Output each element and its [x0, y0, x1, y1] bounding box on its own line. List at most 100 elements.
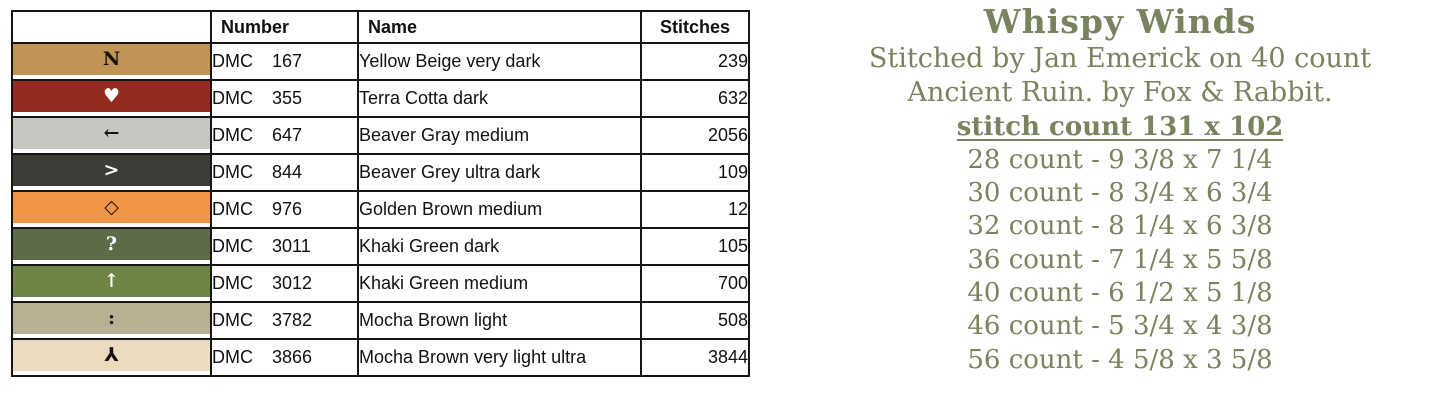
stitch-symbol: > — [103, 159, 120, 181]
header-number: Number — [210, 10, 359, 44]
symbol-cell: > — [11, 153, 212, 192]
symbol-cell: ⅄ — [11, 338, 212, 377]
color-swatch: ♥ — [14, 82, 209, 112]
size-line: 28 count - 9 3/8 x 7 1/4 — [967, 144, 1273, 175]
size-line: 40 count - 6 1/2 x 5 1/8 — [967, 278, 1273, 309]
number-cell: DMC 647 — [210, 116, 359, 155]
color-swatch: ⅄ — [14, 341, 209, 371]
color-swatch: : — [14, 304, 209, 334]
stitches-cell: 700 — [640, 264, 750, 303]
table-row: ← DMC 647 Beaver Gray medium 2056 — [11, 116, 750, 155]
legend-header-row: Number Name Stitches — [11, 10, 750, 44]
color-swatch: N — [14, 45, 209, 75]
name-cell: Beaver Grey ultra dark — [357, 153, 642, 192]
table-row: ⅄ DMC 3866 Mocha Brown very light ultra 3… — [11, 338, 750, 377]
number-cell: DMC 3011 — [210, 227, 359, 266]
size-line: 30 count - 8 3/4 x 6 3/4 — [967, 178, 1273, 209]
name-cell: Yellow Beige very dark — [357, 42, 642, 81]
stitches-cell: 2056 — [640, 116, 750, 155]
thread-number: 976 — [272, 199, 303, 219]
thread-number: 647 — [272, 125, 303, 145]
color-swatch: ◇ — [14, 193, 209, 223]
stitches-cell: 3844 — [640, 338, 750, 377]
brand-label: DMC — [212, 310, 253, 330]
stitch-symbol: : — [107, 307, 115, 329]
stitch-symbol: N — [102, 48, 121, 70]
table-row: ↑ DMC 3012 Khaki Green medium 700 — [11, 264, 750, 303]
brand-label: DMC — [212, 125, 253, 145]
stitches-cell: 12 — [640, 190, 750, 229]
symbol-cell: ◇ — [11, 190, 212, 229]
table-row: : DMC 3782 Mocha Brown light 508 — [11, 301, 750, 340]
name-cell: Terra Cotta dark — [357, 79, 642, 118]
table-row: > DMC 844 Beaver Grey ultra dark 109 — [11, 153, 750, 192]
thread-number: 3782 — [272, 310, 313, 330]
brand-label: DMC — [212, 273, 253, 293]
symbol-cell: ← — [11, 116, 212, 155]
fabric-line: Ancient Ruin. by Fox & Rabbit. — [907, 77, 1333, 109]
header-name: Name — [357, 10, 642, 44]
color-swatch: ↑ — [14, 267, 209, 297]
color-swatch: ? — [14, 230, 209, 260]
thread-number: 3866 — [272, 347, 313, 367]
color-swatch: ← — [14, 119, 209, 149]
thread-legend-table: Number Name Stitches N DMC 167 Yellow Bei… — [11, 10, 750, 377]
thread-legend: Number Name Stitches N DMC 167 Yellow Bei… — [11, 10, 750, 377]
name-cell: Khaki Green medium — [357, 264, 642, 303]
size-line: 46 count - 5 3/4 x 4 3/8 — [967, 311, 1273, 342]
symbol-cell: ♥ — [11, 79, 212, 118]
name-cell: Khaki Green dark — [357, 227, 642, 266]
brand-label: DMC — [212, 199, 253, 219]
name-cell: Mocha Brown light — [357, 301, 642, 340]
name-cell: Mocha Brown very light ultra — [357, 338, 642, 377]
stitches-cell: 239 — [640, 42, 750, 81]
pattern-info-panel: Whispy Winds Stitched by Jan Emerick on … — [795, 2, 1445, 377]
number-cell: DMC 3866 — [210, 338, 359, 377]
brand-label: DMC — [212, 236, 253, 256]
stitch-count-line: stitch count 131 x 102 — [956, 111, 1284, 142]
size-line: 56 count - 4 5/8 x 3 5/8 — [967, 344, 1273, 375]
number-cell: DMC 355 — [210, 79, 359, 118]
thread-number: 844 — [272, 162, 303, 182]
stitch-symbol: ◇ — [104, 196, 119, 218]
stitches-cell: 109 — [640, 153, 750, 192]
table-row: ♥ DMC 355 Terra Cotta dark 632 — [11, 79, 750, 118]
stitch-symbol: ? — [105, 233, 118, 255]
thread-number: 3011 — [272, 236, 311, 256]
stitch-symbol: ⅄ — [104, 344, 119, 366]
number-cell: DMC 3782 — [210, 301, 359, 340]
table-row: N DMC 167 Yellow Beige very dark 239 — [11, 42, 750, 81]
stitches-cell: 105 — [640, 227, 750, 266]
thread-number: 355 — [272, 88, 303, 108]
number-cell: DMC 167 — [210, 42, 359, 81]
table-row: ◇ DMC 976 Golden Brown medium 12 — [11, 190, 750, 229]
symbol-cell: N — [11, 42, 212, 81]
symbol-cell: : — [11, 301, 212, 340]
size-line: 32 count - 8 1/4 x 6 3/8 — [967, 211, 1273, 242]
number-cell: DMC 976 — [210, 190, 359, 229]
stitched-by-line: Stitched by Jan Emerick on 40 count — [868, 42, 1372, 74]
color-swatch: > — [14, 156, 209, 186]
pattern-title: Whispy Winds — [983, 2, 1257, 41]
brand-label: DMC — [212, 162, 253, 182]
stitch-symbol: ← — [103, 122, 120, 144]
stitch-symbol: ↑ — [103, 270, 120, 292]
brand-label: DMC — [212, 51, 253, 71]
thread-number: 3012 — [272, 273, 313, 293]
thread-number: 167 — [272, 51, 303, 71]
stitches-cell: 632 — [640, 79, 750, 118]
brand-label: DMC — [212, 88, 253, 108]
stitch-symbol: ♥ — [102, 85, 121, 107]
brand-label: DMC — [212, 347, 253, 367]
table-row: ? DMC 3011 Khaki Green dark 105 — [11, 227, 750, 266]
symbol-cell: ↑ — [11, 264, 212, 303]
header-symbol — [11, 10, 212, 44]
number-cell: DMC 844 — [210, 153, 359, 192]
name-cell: Golden Brown medium — [357, 190, 642, 229]
symbol-cell: ? — [11, 227, 212, 266]
size-line: 36 count - 7 1/4 x 5 5/8 — [967, 244, 1273, 275]
number-cell: DMC 3012 — [210, 264, 359, 303]
name-cell: Beaver Gray medium — [357, 116, 642, 155]
header-stitches: Stitches — [640, 10, 750, 44]
